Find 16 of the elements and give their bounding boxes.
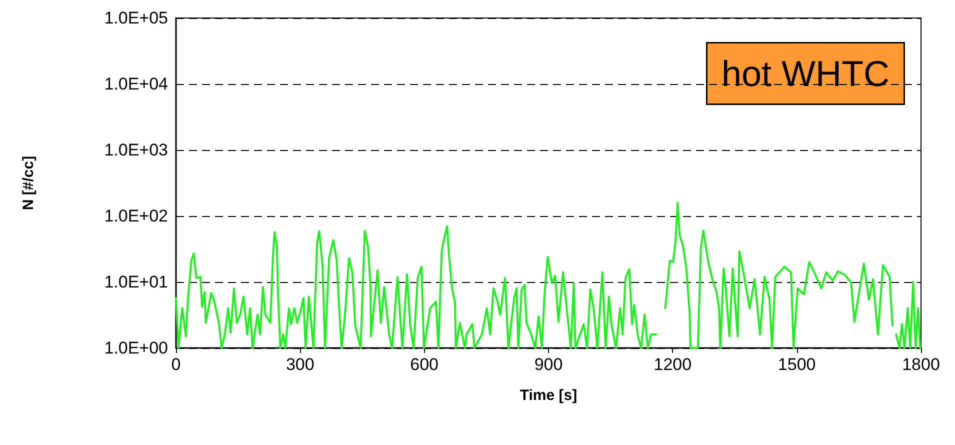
annotation: hot WHTC xyxy=(721,53,890,94)
y-tick-label: 1.0E+03 xyxy=(104,140,168,160)
y-tick-label: 1.0E+05 xyxy=(104,8,168,28)
y-tick-label: 1.0E+00 xyxy=(104,338,168,358)
y-tick-label: 1.0E+04 xyxy=(104,74,168,94)
y-axis-title: N [#/cc] xyxy=(20,156,37,210)
x-tick-label: 1800 xyxy=(902,355,940,374)
x-axis-title: Time [s] xyxy=(520,387,578,404)
y-tick-label: 1.0E+01 xyxy=(104,272,168,292)
y-tick-label: 1.0E+02 xyxy=(104,206,168,226)
x-tick-label: 300 xyxy=(286,355,314,374)
x-tick-label: 600 xyxy=(410,355,439,374)
x-tick-label: 900 xyxy=(534,355,563,374)
x-tick-label: 1200 xyxy=(654,355,692,374)
x-tick-label: 0 xyxy=(171,355,181,374)
x-tick-label: 1500 xyxy=(778,355,816,374)
